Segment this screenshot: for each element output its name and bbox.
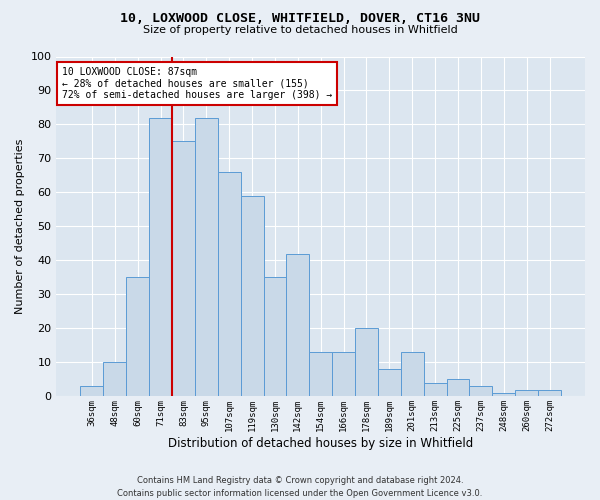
Bar [309, 352, 332, 397]
Bar [218, 172, 241, 396]
Bar [378, 369, 401, 396]
Text: 10 LOXWOOD CLOSE: 87sqm
← 28% of detached houses are smaller (155)
72% of semi-d: 10 LOXWOOD CLOSE: 87sqm ← 28% of detache… [62, 66, 332, 100]
Text: Contains HM Land Registry data © Crown copyright and database right 2024.
Contai: Contains HM Land Registry data © Crown c… [118, 476, 482, 498]
Bar [538, 390, 561, 396]
Bar [446, 380, 469, 396]
Bar [241, 196, 263, 396]
Bar [103, 362, 126, 396]
Bar [469, 386, 493, 396]
Bar [401, 352, 424, 397]
Bar [126, 278, 149, 396]
Bar [80, 386, 103, 396]
Text: 10, LOXWOOD CLOSE, WHITFIELD, DOVER, CT16 3NU: 10, LOXWOOD CLOSE, WHITFIELD, DOVER, CT1… [120, 12, 480, 26]
Bar [195, 118, 218, 396]
Text: Size of property relative to detached houses in Whitfield: Size of property relative to detached ho… [143, 25, 457, 35]
Bar [263, 278, 286, 396]
Bar [172, 142, 195, 396]
Y-axis label: Number of detached properties: Number of detached properties [15, 139, 25, 314]
Bar [149, 118, 172, 396]
Bar [515, 390, 538, 396]
Bar [493, 393, 515, 396]
Bar [424, 383, 446, 396]
Bar [332, 352, 355, 397]
Bar [286, 254, 309, 396]
X-axis label: Distribution of detached houses by size in Whitfield: Distribution of detached houses by size … [168, 437, 473, 450]
Bar [355, 328, 378, 396]
